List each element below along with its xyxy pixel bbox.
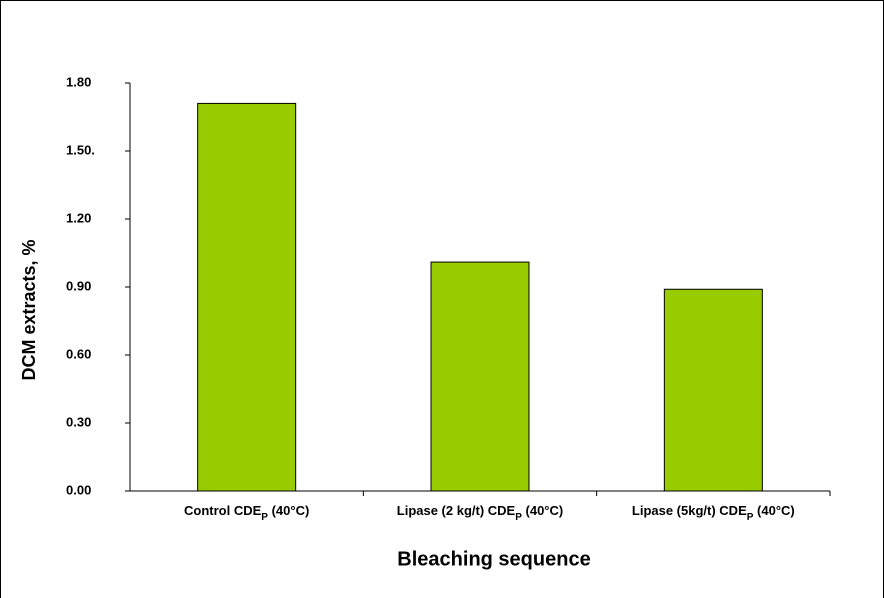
bar: [430, 261, 530, 492]
x-tick-label-part: Lipase (2 kg/t) CDE: [397, 503, 516, 518]
x-tick-label-part: (40°C): [268, 503, 309, 518]
x-tick-label-part: P: [261, 512, 268, 523]
x-tick-label: Lipase (2 kg/t) CDEP (40°C): [397, 503, 563, 523]
x-axis-label: Bleaching sequence: [397, 548, 590, 570]
x-tick-label-part: Control CDE: [184, 503, 262, 518]
y-tick-label: 0.30: [66, 414, 91, 429]
y-tick-label: 1.20: [66, 210, 91, 225]
y-axis-label: DCM extracts, %: [19, 239, 39, 380]
x-tick-label-part: (40°C): [753, 503, 794, 518]
x-tick-label-part: P: [515, 512, 522, 523]
bar: [197, 102, 297, 492]
bar: [663, 288, 763, 492]
y-tick-label: 0.00: [66, 482, 91, 497]
y-tick-label: 1.50.: [66, 142, 95, 157]
y-tick-label: 0.60: [66, 346, 91, 361]
y-tick-label: 1.80: [66, 74, 91, 89]
x-tick-label-part: (40°C): [522, 503, 563, 518]
y-tick-label: 0.90: [66, 278, 91, 293]
x-tick-label: Control CDEP (40°C): [184, 503, 309, 523]
x-tick-label: Lipase (5kg/t) CDEP (40°C): [632, 503, 795, 523]
x-tick-label-part: Lipase (5kg/t) CDE: [632, 503, 747, 518]
x-tick-label-part: P: [747, 512, 754, 523]
